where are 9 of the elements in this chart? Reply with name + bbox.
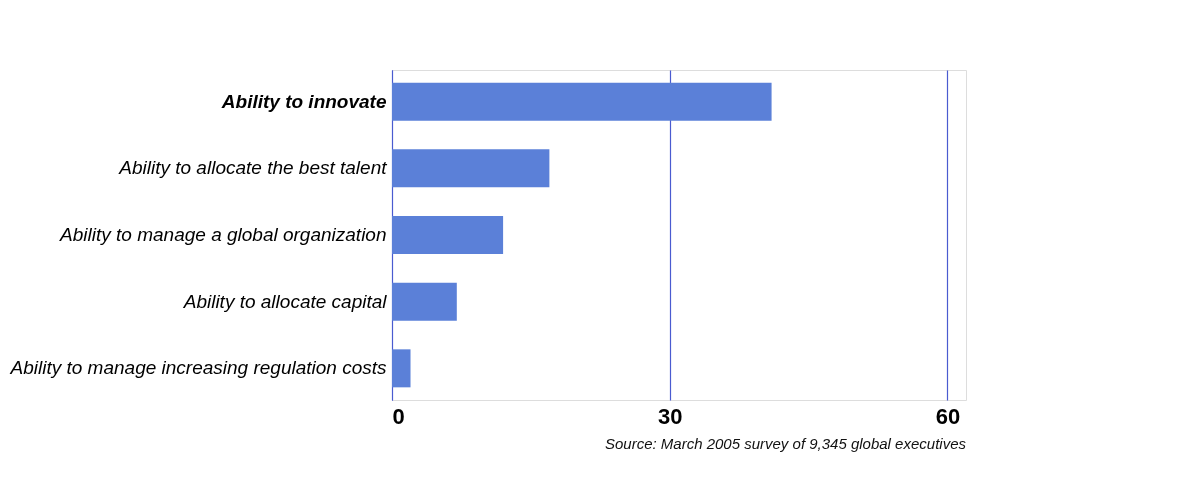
y-tick-label: Ability to allocate capital bbox=[182, 290, 388, 312]
y-tick-label: Ability to allocate the best talent bbox=[118, 157, 388, 179]
y-tick-label: Ability to manage increasing regulation costs bbox=[9, 357, 387, 379]
x-tick-label: 0 bbox=[392, 403, 405, 429]
x-tick-label: 60 bbox=[935, 403, 961, 429]
x-tick-label: 30 bbox=[658, 403, 683, 429]
y-tick-label: Ability to innovate bbox=[220, 90, 387, 112]
source-note: Source: March 2005 survey of 9,345 global executives bbox=[604, 435, 967, 452]
y-tick-label: Ability to manage a global organization bbox=[59, 224, 387, 245]
